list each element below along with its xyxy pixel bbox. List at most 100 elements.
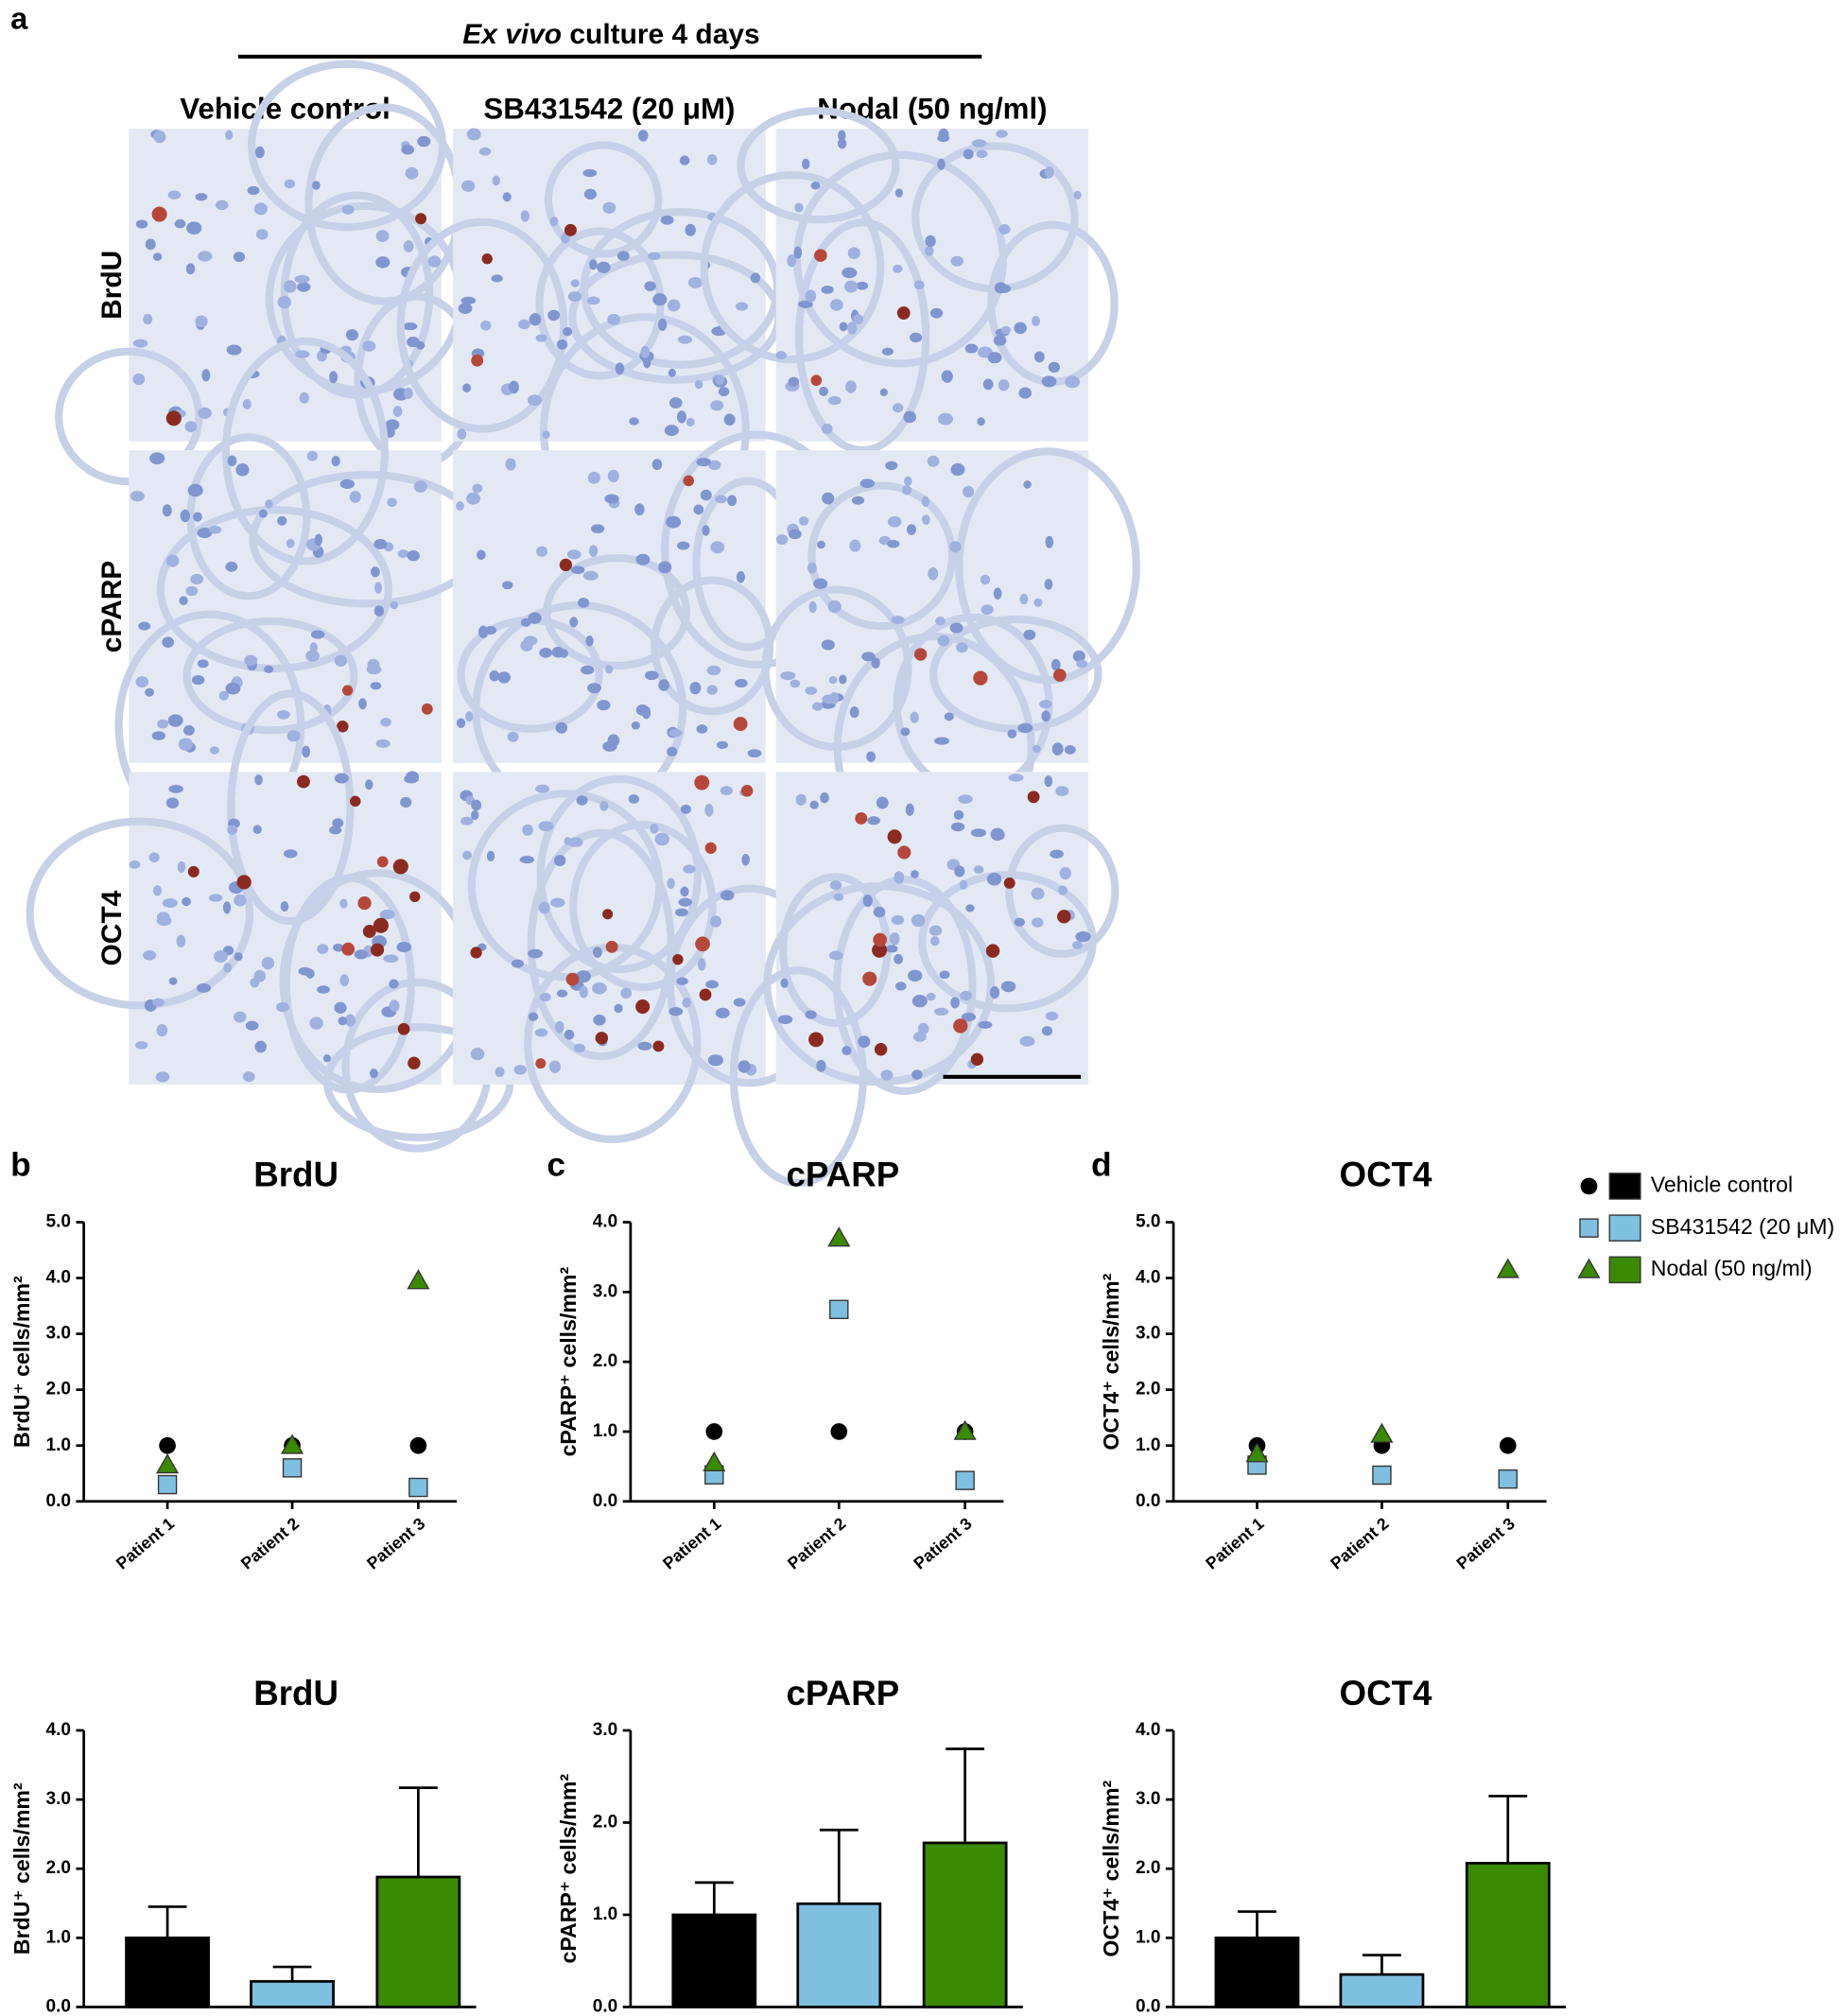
- nucleus: [185, 263, 196, 275]
- nucleus: [226, 344, 242, 356]
- nucleus: [185, 585, 199, 597]
- nucleus: [602, 201, 616, 214]
- tissue: [129, 772, 442, 1085]
- nucleus: [648, 252, 661, 261]
- chart: OCT4 OCT4⁺ cells/mm² 0.0 1.0 2.0 3.0 4.0: [1099, 1674, 1567, 2016]
- nucleus: [827, 395, 842, 406]
- stained-nucleus: [970, 1052, 984, 1066]
- nucleus: [880, 1069, 894, 1081]
- nucleus: [417, 135, 431, 148]
- nucleus: [802, 158, 810, 170]
- nucleus: [135, 1041, 148, 1050]
- nucleus: [820, 792, 829, 804]
- nucleus: [683, 864, 696, 874]
- x-tick-label: Patient 1: [1202, 1514, 1267, 1573]
- y-axis-label: OCT4⁺ cells/mm²: [1099, 1273, 1123, 1450]
- legend-label: Vehicle control: [1651, 1173, 1793, 1197]
- nucleus: [242, 1071, 255, 1083]
- nucleus: [225, 130, 234, 141]
- nucleus: [245, 1020, 259, 1031]
- nucleus: [536, 546, 548, 557]
- stained-nucleus: [408, 1056, 421, 1069]
- nucleus: [457, 428, 467, 440]
- nucleus: [339, 898, 348, 909]
- marker: [282, 1458, 303, 1478]
- nucleus: [456, 501, 464, 512]
- nucleus: [528, 948, 544, 959]
- stained-nucleus: [704, 842, 717, 854]
- nucleus: [462, 383, 472, 393]
- nucleus: [258, 509, 268, 518]
- nucleus: [143, 949, 157, 961]
- marker: [157, 1474, 178, 1495]
- nucleus: [750, 272, 761, 284]
- nucleus: [654, 832, 670, 846]
- nucleus: [668, 728, 683, 738]
- title-rest: culture 4 days: [569, 19, 759, 50]
- nucleus: [415, 340, 425, 350]
- nucleus: [887, 516, 902, 528]
- nucleus: [620, 987, 633, 999]
- nucleus: [275, 1001, 289, 1013]
- nucleus: [605, 665, 614, 674]
- nucleus: [254, 774, 263, 786]
- nucleus: [563, 326, 573, 337]
- nucleus: [198, 407, 212, 420]
- nucleus: [842, 1046, 852, 1055]
- nucleus: [387, 497, 397, 508]
- tubule: [536, 774, 703, 974]
- nucleus: [680, 804, 691, 814]
- nucleus: [718, 387, 730, 397]
- y-axis-label: BrdU⁺ cells/mm²: [9, 1276, 34, 1448]
- nucleus: [465, 711, 474, 722]
- nucleus: [157, 719, 169, 729]
- nucleus: [885, 461, 898, 471]
- nucleus: [478, 625, 489, 639]
- nucleus: [871, 657, 880, 669]
- bar: [1339, 1973, 1425, 2008]
- y-tick-label: 0.0: [1136, 1997, 1160, 2016]
- stained-nucleus: [874, 1043, 888, 1056]
- nucleus: [798, 300, 813, 309]
- nucleus: [704, 804, 714, 817]
- nucleus: [168, 977, 178, 985]
- nucleus: [640, 345, 651, 358]
- nucleus: [715, 495, 728, 504]
- marker: [705, 1423, 723, 1440]
- nucleus: [949, 541, 962, 553]
- nucleus: [980, 574, 991, 585]
- nucleus: [889, 932, 900, 946]
- nucleus: [569, 617, 579, 628]
- nucleus: [798, 516, 809, 526]
- nucleus: [155, 1071, 170, 1083]
- nucleus: [963, 485, 975, 498]
- stained-nucleus: [635, 999, 651, 1015]
- nucleus: [934, 1007, 949, 1017]
- nucleus: [862, 895, 873, 908]
- nucleus: [873, 906, 886, 918]
- nucleus: [225, 561, 238, 572]
- nucleus: [130, 491, 145, 502]
- nucleus: [402, 322, 418, 331]
- nucleus: [582, 168, 598, 178]
- nucleus: [614, 1003, 623, 1014]
- nucleus: [905, 803, 914, 816]
- nucleus: [934, 737, 950, 745]
- nucleus: [152, 252, 163, 261]
- nucleus: [876, 796, 889, 809]
- nucleus: [162, 504, 172, 517]
- y-tick-label: 0.0: [1136, 1491, 1160, 1511]
- nucleus: [1045, 535, 1054, 548]
- stained-nucleus: [913, 648, 928, 661]
- nucleus: [1033, 351, 1045, 363]
- nucleus: [1050, 658, 1061, 671]
- nucleus: [375, 739, 391, 748]
- nucleus: [856, 281, 869, 290]
- row-label: cPARP: [96, 561, 128, 653]
- nucleus: [741, 854, 750, 866]
- nucleus: [637, 1041, 652, 1051]
- nucleus: [132, 373, 146, 386]
- nucleus: [902, 485, 912, 495]
- nucleus: [685, 223, 696, 236]
- nucleus: [829, 691, 840, 704]
